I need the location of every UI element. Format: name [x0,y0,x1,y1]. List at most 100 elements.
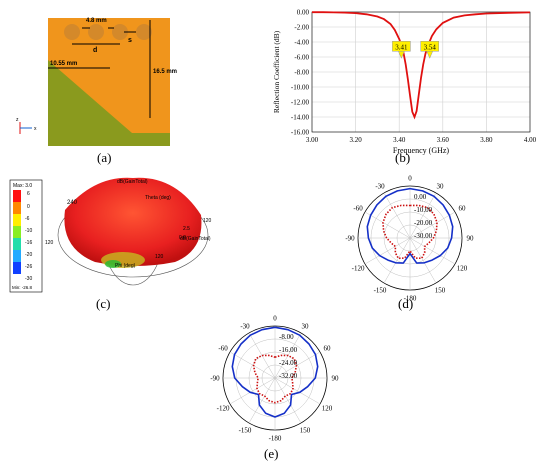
x-tick-label: 3.40 [393,136,406,144]
angle-label: 90 [332,375,340,383]
polar-spoke [248,332,276,379]
polar-spoke [409,237,437,284]
radial-label: -30.00 [414,232,433,240]
legend-v: -6 [25,216,30,222]
polar-spoke [383,237,411,284]
polar-e-panel: 0 30 60 90 120 150 -180 -150 -120 -90 -60 -30 -8.00 -… [200,312,350,452]
pattern-curve-solid [366,187,454,264]
dim-s: s [128,37,132,44]
y-tick-label: -4.00 [294,39,309,47]
y-tick-label: -2.00 [294,24,309,32]
legend-v: -26 [25,264,32,270]
radial-label: -8.00 [279,333,294,341]
pattern-3d-svg: Max: 3.0 6 0 -6 -10 -16 -20 -26 -30 Min:… [9,177,212,293]
angle-label: 60 [323,345,331,353]
y-tick-label: 0.00 [297,9,310,17]
legend-v: 0 [27,204,30,210]
polar-spoke [229,351,276,379]
angle-label: 150 [300,426,311,434]
angle-label: -180 [404,295,417,303]
polar-spoke [248,377,276,424]
polar-spoke [409,192,437,239]
radial-label: -20.00 [414,219,433,227]
angle-label: -30 [240,323,250,331]
polar-spoke [409,237,456,265]
polar-spoke [274,351,321,379]
radial-label: -10.00 [414,206,433,214]
angle-label: -150 [374,286,387,294]
label-phi: Phi (deg) [115,263,136,269]
legend-v: -20 [25,252,32,258]
hole [64,24,80,40]
polar-spoke [383,192,411,239]
hole [112,24,128,40]
angle-label: -180 [269,435,282,443]
marker-label: 3.41 [395,43,408,51]
legend-v: -30 [25,276,32,282]
angle-label: -90 [345,235,355,243]
polar-spoke [229,377,276,405]
angle-label: 120 [457,265,468,273]
y-axis-label: Reflection Coefficient (dB) [272,30,281,113]
x-tick-label: 3.00 [306,136,319,144]
y-tick-label: -12.00 [291,99,310,107]
radial-label: -24.00 [279,359,298,367]
angle-label: 150 [435,286,446,294]
x-tick-label: 3.80 [480,136,493,144]
tick: 120 [155,254,164,260]
legend-v: -10 [25,228,32,234]
angle-label: 60 [458,205,466,213]
s11-chart: 0.00 -2.00 -4.00 -6.00 -8.00 -10.00 -12.00 -14.… [272,9,537,156]
pattern-3d-panel: Max: 3.0 6 0 -6 -10 -16 -20 -26 -30 Min:… [5,170,245,295]
angle-label: 30 [302,323,310,331]
angle-label: 120 [322,405,333,413]
s11-curve [312,11,531,120]
label-gain-right: dB(GainTotal) [180,236,211,242]
radial-label: 0.00 [414,193,427,201]
antenna-panel: 4.8 mm d s 10.55 mm 16.5 mm z x [10,8,210,158]
caption-a: (a) [97,150,112,165]
dim-d: d [93,47,97,54]
angle-label: -120 [217,405,230,413]
y-tick-label: -16.00 [291,129,310,137]
polar-spoke [364,211,411,239]
tick: 120 [45,240,54,246]
angle-label: -150 [239,426,252,434]
plot-frame [311,11,531,133]
s11-panel: 0.00 -2.00 -4.00 -6.00 -8.00 -10.00 -12.00 -14.… [270,4,540,164]
angle-label: 0 [408,175,412,183]
legend-v: 6 [27,191,30,197]
label-theta: Theta (deg) [145,195,171,201]
radial-label: -32.00 [279,372,298,380]
pattern-curve-solid [231,326,319,418]
angle-label: -30 [375,183,385,191]
marker-pointer [398,51,405,59]
angle-label: 90 [467,235,475,243]
y-tick-label: -10.00 [291,84,310,92]
gain-lobe [64,177,202,266]
marker-label: 3.54 [424,43,437,51]
polar-spoke [274,377,321,405]
angle-label: 0 [273,315,277,323]
angle-label: -90 [210,375,220,383]
hole [136,24,152,40]
axis-z: z [16,117,19,123]
tick: 2.5 [183,226,190,232]
label-gain-top: dB(GainTotal) [117,179,148,185]
polar-d-chart: 0 30 60 90 120 150 -180 -150 -120 -90 -60 -30 0.00 -1… [345,175,475,303]
dim-48: 4.8 mm [86,18,107,24]
x-axis-label: Frequency (GHz) [393,146,450,155]
x-tick-label: 3.60 [437,136,450,144]
angle-label: -120 [352,265,365,273]
polar-spoke [274,377,302,424]
axis-x: x [34,126,37,132]
caption-d: (d) [398,296,414,311]
pattern-curve-dotted [252,354,298,404]
x-tick-label: 4.00 [524,136,537,144]
y-tick-label: -14.00 [291,114,310,122]
radial-label: -16.00 [279,346,298,354]
caption-b: (b) [395,150,411,165]
angle-label: -60 [218,345,228,353]
dim-165: 16.5 mm [153,69,177,75]
pattern-curve-dotted [382,204,438,260]
